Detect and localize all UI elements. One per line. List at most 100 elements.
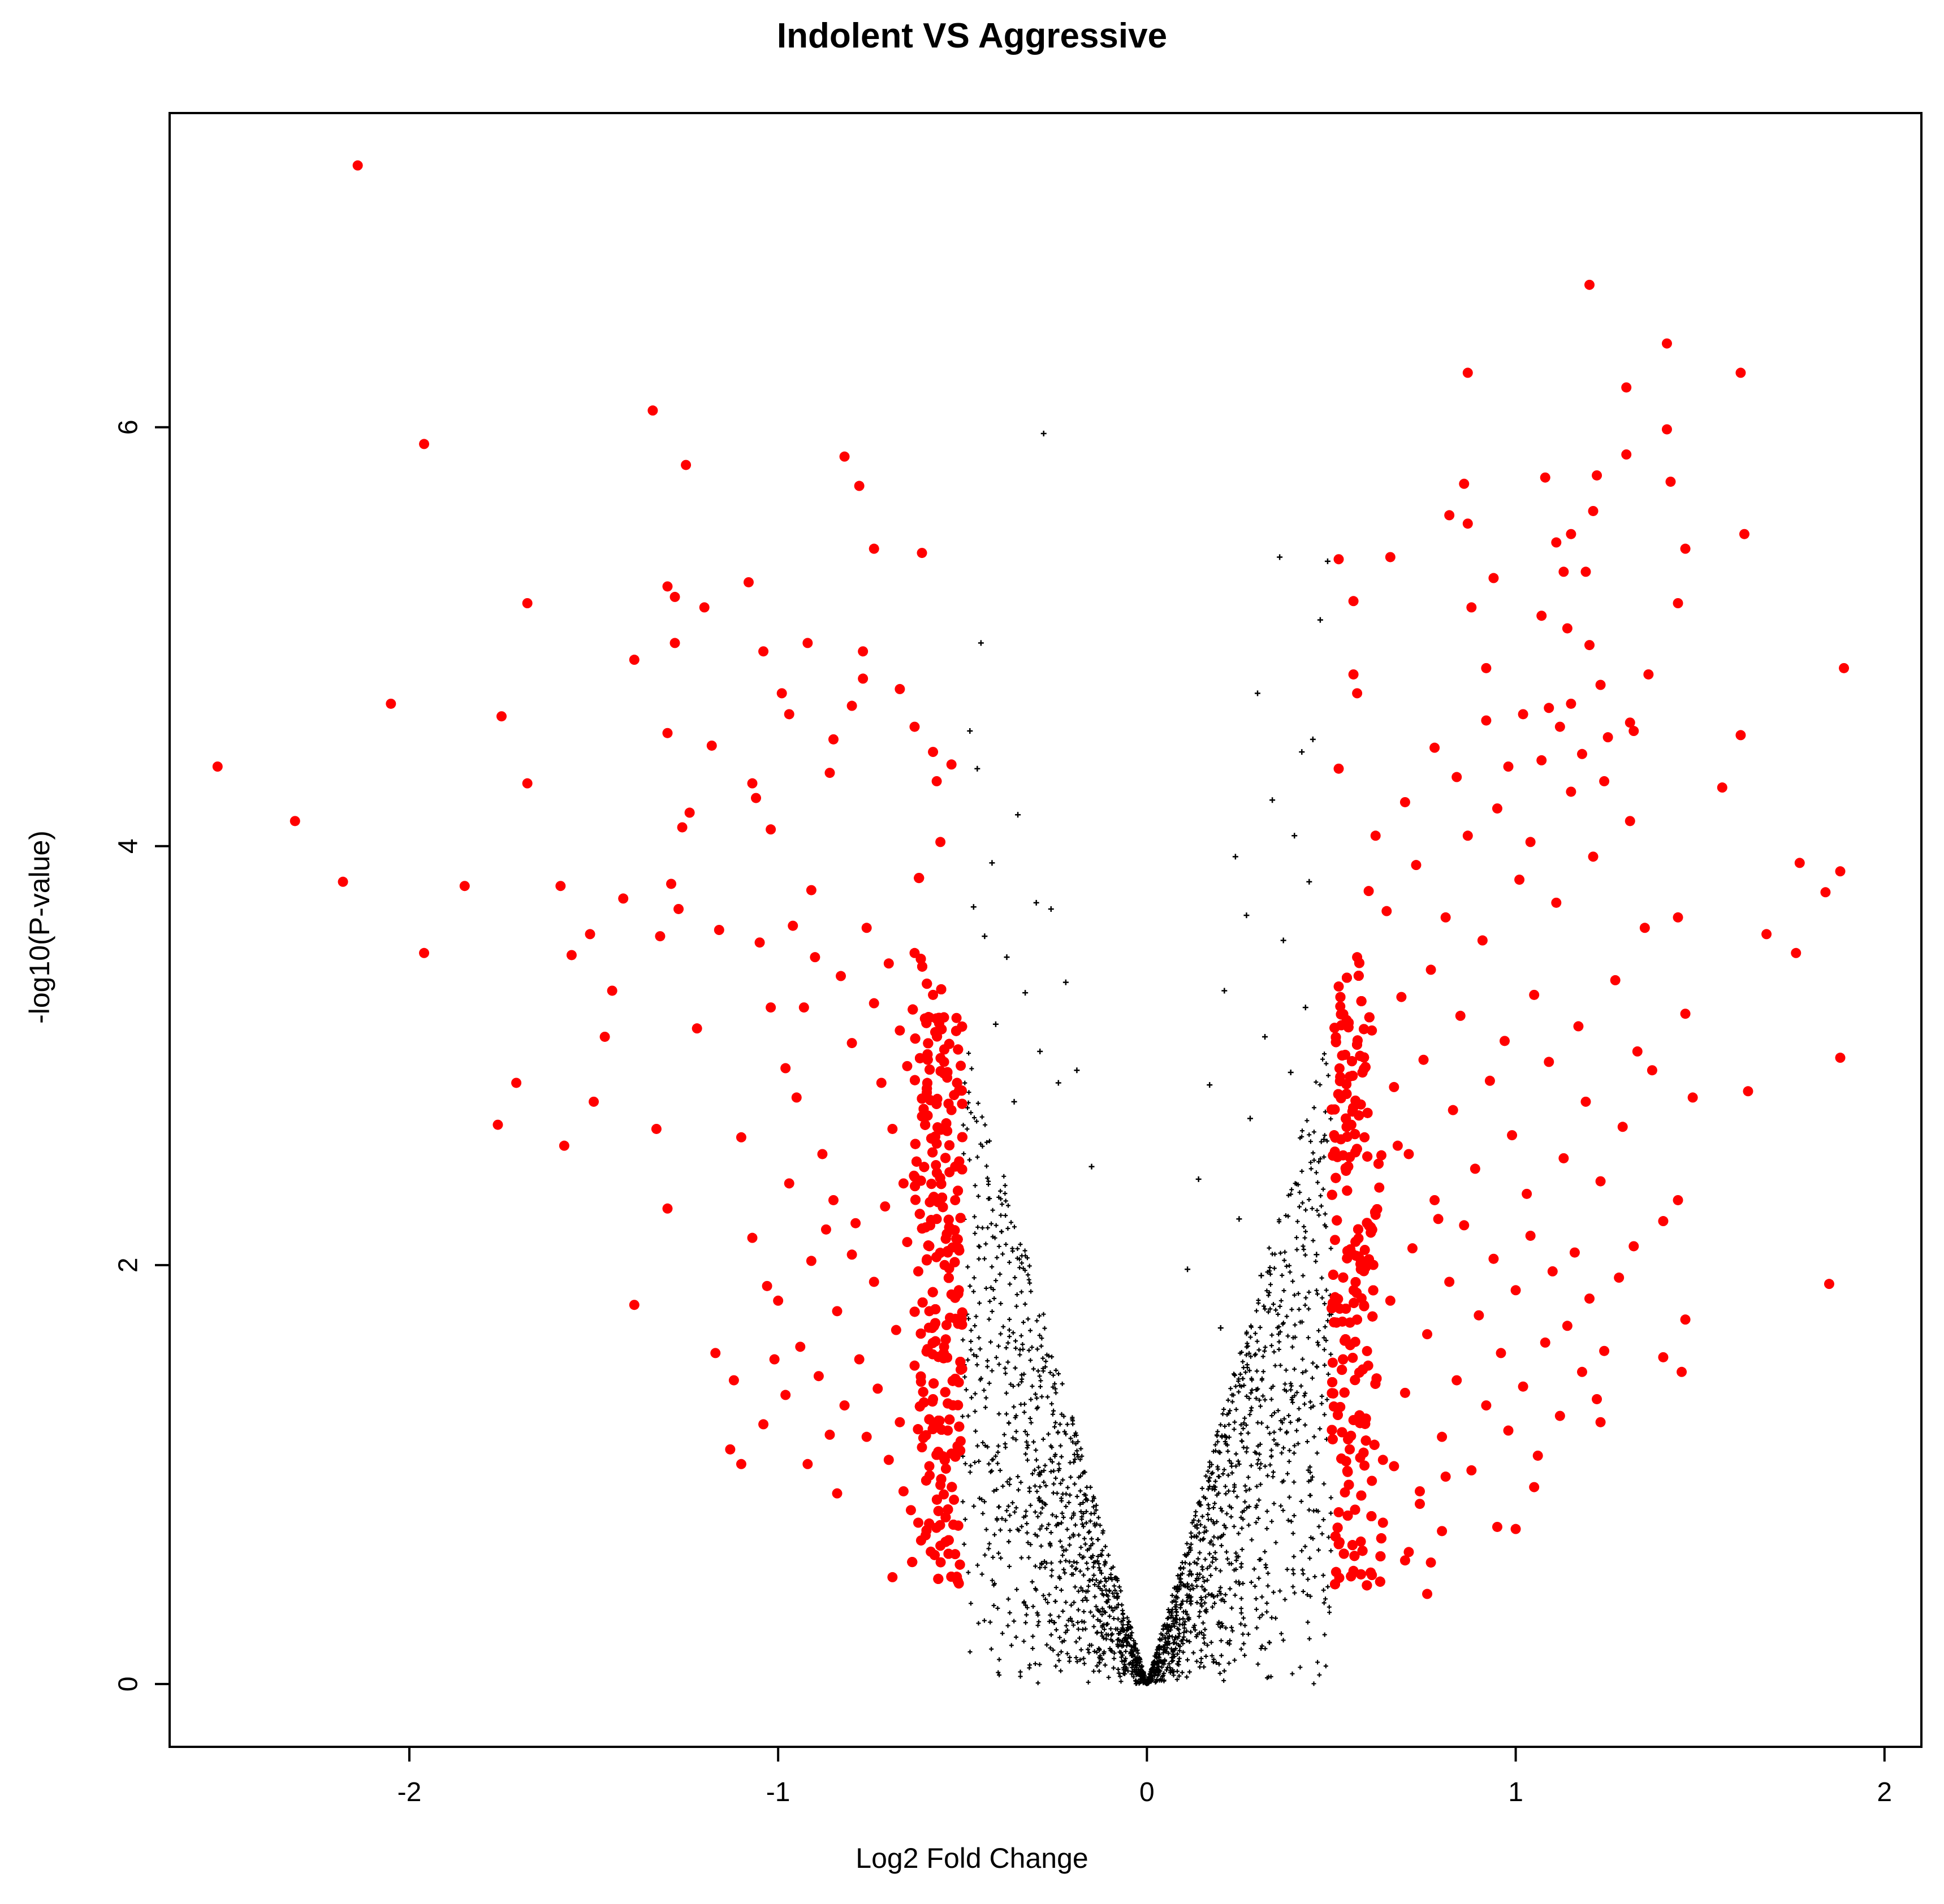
gene-point [1004, 954, 1010, 960]
significant-point [662, 728, 673, 738]
significant-point [1592, 470, 1602, 481]
significant-point [1327, 1189, 1337, 1200]
significant-point [813, 1371, 824, 1382]
significant-point [791, 1092, 802, 1103]
significant-point [1455, 1010, 1466, 1021]
significant-point [917, 1442, 927, 1453]
significant-point [1540, 1337, 1550, 1348]
significant-point [905, 1505, 916, 1516]
significant-point [1481, 715, 1492, 726]
significant-point [784, 1178, 794, 1189]
significant-point [922, 1054, 933, 1065]
gene-point [1306, 879, 1312, 885]
significant-point [944, 1140, 955, 1150]
significant-point [1356, 1490, 1367, 1501]
significant-point [651, 1123, 662, 1134]
significant-point [956, 1085, 967, 1096]
significant-point [927, 1147, 938, 1158]
significant-point [1451, 1375, 1462, 1386]
significant-point [1336, 1009, 1346, 1020]
significant-point [1350, 1276, 1361, 1287]
significant-point [1342, 1466, 1353, 1477]
significant-point [941, 1228, 952, 1239]
significant-point [706, 740, 717, 751]
gene-point [1302, 1005, 1308, 1011]
significant-point [820, 1224, 831, 1235]
significant-point [1338, 1272, 1349, 1283]
significant-point [956, 1364, 966, 1375]
significant-point [1525, 837, 1536, 847]
significant-point [895, 1417, 905, 1427]
significant-point [762, 1280, 772, 1291]
significant-point [1377, 1517, 1388, 1528]
significant-point [1794, 858, 1805, 868]
x-tick-label: -1 [766, 1777, 790, 1807]
significant-point [1345, 1071, 1355, 1082]
significant-point [673, 903, 684, 914]
significant-point [932, 1031, 943, 1042]
significant-point [1522, 1188, 1532, 1199]
significant-point [1355, 1536, 1366, 1547]
significant-point [599, 1031, 610, 1042]
significant-point [1337, 1427, 1347, 1438]
gene-point [1321, 1136, 1327, 1143]
significant-point [921, 1475, 931, 1486]
significant-point [1338, 1548, 1349, 1559]
significant-point [1584, 640, 1595, 651]
significant-point [1761, 929, 1772, 940]
significant-point [1687, 1092, 1698, 1103]
significant-point [1332, 1152, 1343, 1162]
significant-point [954, 1421, 965, 1432]
significant-point [1327, 1377, 1338, 1387]
significant-point [1403, 1149, 1414, 1159]
significant-point [1330, 1032, 1341, 1042]
significant-point [806, 1256, 817, 1266]
significant-point [1503, 761, 1514, 772]
significant-point [861, 923, 872, 933]
significant-point [1595, 1417, 1606, 1427]
significant-point [1341, 972, 1352, 983]
significant-point [1329, 1579, 1340, 1590]
significant-point [212, 761, 223, 772]
significant-point [1425, 1557, 1436, 1568]
significant-point [1411, 860, 1422, 871]
significant-point [933, 1573, 944, 1584]
significant-point [1327, 1303, 1337, 1314]
significant-point [1349, 1551, 1360, 1561]
significant-point [629, 1300, 640, 1310]
significant-point [957, 1098, 967, 1109]
significant-point [846, 1249, 857, 1260]
significant-point [419, 947, 430, 958]
significant-point [1377, 1455, 1388, 1465]
significant-point [1350, 1375, 1360, 1386]
gene-point [1037, 1048, 1043, 1054]
significant-point [1330, 1292, 1341, 1302]
significant-point [1628, 1241, 1639, 1252]
significant-point [1367, 1475, 1377, 1486]
significant-point [1327, 1357, 1338, 1368]
significant-point [1332, 1215, 1342, 1226]
significant-point [692, 1023, 702, 1034]
significant-point [1569, 1247, 1580, 1258]
significant-point [923, 1240, 934, 1251]
gene-point [1280, 937, 1286, 944]
significant-point [1532, 1450, 1543, 1461]
significant-point [950, 1161, 961, 1172]
significant-point [940, 1463, 951, 1474]
significant-point [802, 638, 813, 648]
significant-point [1341, 1113, 1351, 1124]
significant-point [1444, 1276, 1455, 1287]
significant-point [1621, 382, 1632, 393]
significant-point [1566, 698, 1576, 709]
significant-point [910, 1195, 921, 1205]
significant-point [1329, 1235, 1340, 1245]
significant-point [1820, 887, 1831, 898]
significant-point [1824, 1279, 1834, 1289]
significant-point [1337, 1316, 1348, 1327]
significant-point [1371, 1373, 1382, 1384]
significant-point [1470, 1163, 1480, 1174]
significant-point [891, 1325, 901, 1335]
significant-point [1353, 971, 1364, 981]
significant-point [902, 1237, 913, 1248]
